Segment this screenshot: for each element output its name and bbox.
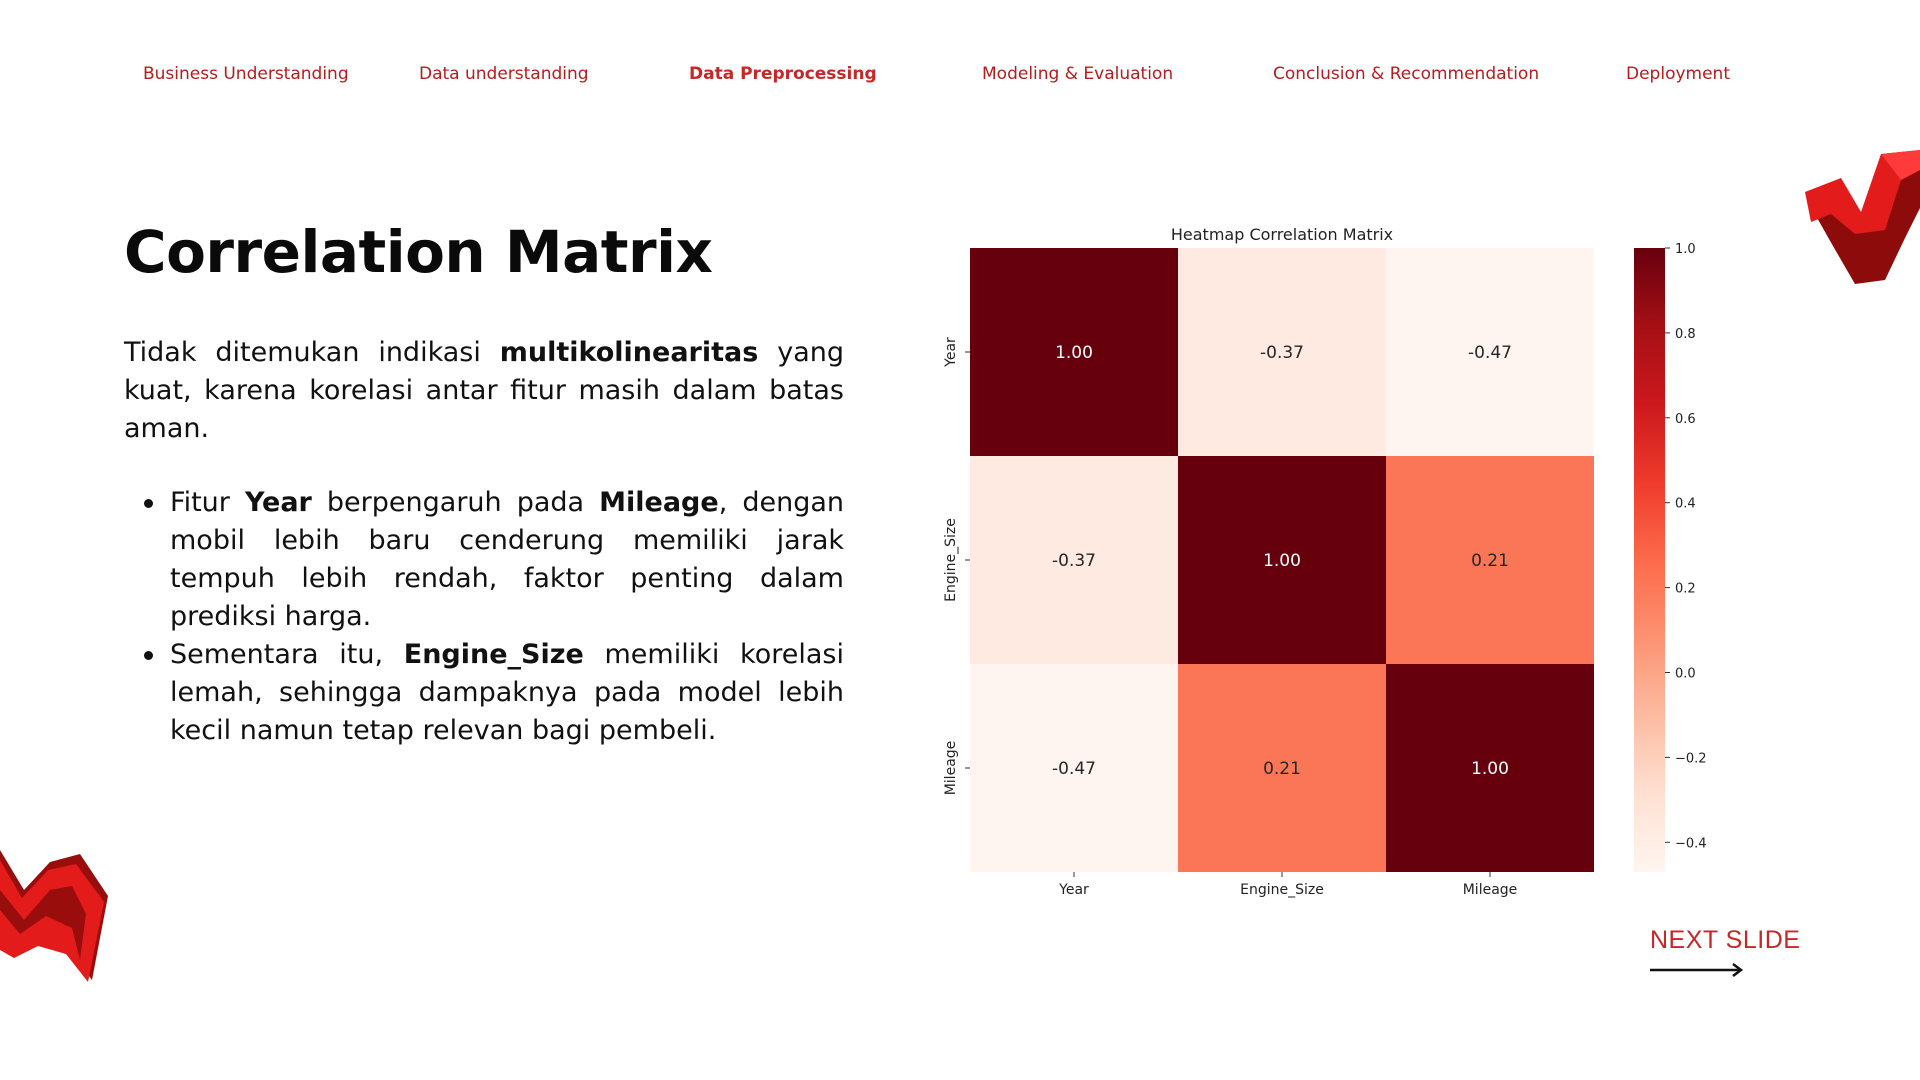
heatmap-cell <box>970 456 1178 664</box>
heatmap-cell <box>1386 664 1594 872</box>
heatmap-cell <box>1386 248 1594 456</box>
x-tick-label: Mileage <box>1463 882 1518 898</box>
heatmap-cell <box>1178 664 1386 872</box>
nav-conclusion-recommendation[interactable]: Conclusion & Recommendation <box>1273 64 1540 84</box>
x-tick-label: Engine_Size <box>1240 882 1324 898</box>
cell-value-label: 1.00 <box>1263 551 1301 571</box>
intro-text-end: yang kuat, karena korelasi antar fitur m… <box>124 337 844 444</box>
cell-value-label: -0.37 <box>1260 343 1304 363</box>
nav-business-understanding[interactable]: Business Understanding <box>143 64 349 84</box>
heatmap-cell <box>1178 456 1386 664</box>
intro-paragraph: Tidak ditemukan indikasi multikolinearit… <box>124 334 844 448</box>
colorbar-tick-label: 0.8 <box>1675 327 1696 342</box>
colorbar-tick-label: −0.2 <box>1675 751 1707 766</box>
y-axis: Year Engine_Size Mileage <box>943 337 970 795</box>
heatmap-cell <box>1178 248 1386 456</box>
colorbar-tick-label: 0.4 <box>1675 497 1696 512</box>
colorbar-tick-label: 1.0 <box>1675 242 1696 257</box>
bullet-text: Sementara itu, <box>170 639 404 670</box>
heatmap-cell <box>970 248 1178 456</box>
chart-title: Heatmap Correlation Matrix <box>1171 225 1393 244</box>
heatmap-cells <box>970 248 1594 872</box>
nav-modeling-evaluation[interactable]: Modeling & Evaluation <box>982 64 1174 84</box>
colorbar-tick-label: −0.4 <box>1675 836 1707 851</box>
page-title: Correlation Matrix <box>124 218 713 286</box>
y-tick-label: Mileage <box>943 741 959 796</box>
red-zigzag-decoration-bottom-left <box>0 850 108 982</box>
cell-value-label: -0.47 <box>1468 343 1512 363</box>
heatmap-cell <box>1386 456 1594 664</box>
x-axis: Year Engine_Size Mileage <box>1058 872 1517 898</box>
nav-data-preprocessing[interactable]: Data Preprocessing <box>689 64 877 84</box>
bullet-text: memiliki korelasi lemah, sehingga dampak… <box>170 639 844 746</box>
cell-value-label: 1.00 <box>1055 343 1093 363</box>
list-item: Sementara itu, Engine_Size memiliki kore… <box>124 636 844 750</box>
y-tick-label: Year <box>943 337 959 368</box>
y-tick-label: Engine_Size <box>943 518 959 602</box>
intro-bold-term: multikolinearitas <box>499 337 759 368</box>
nav-data-understanding[interactable]: Data understanding <box>419 64 589 84</box>
bullet-icon <box>144 651 153 660</box>
cell-value-label: 1.00 <box>1471 759 1509 779</box>
heatmap-annotations: 1.00 -0.37 -0.47 -0.37 1.00 0.21 -0.47 0.21 1.00 <box>1052 343 1512 779</box>
next-slide-label: NEXT SLIDE <box>1650 926 1801 954</box>
colorbar-gradient <box>1634 248 1665 872</box>
bullet-text: , dengan mobil lebih baru cenderung memi… <box>170 487 845 632</box>
colorbar: 1.0 0.8 0.6 0.4 0.2 0.0 −0.2 −0.4 <box>1634 242 1707 872</box>
cell-value-label: 0.21 <box>1471 551 1509 571</box>
bullet-icon <box>144 499 153 508</box>
cell-value-label: 0.21 <box>1263 759 1301 779</box>
heatmap-cell <box>970 664 1178 872</box>
colorbar-tick-label: 0.6 <box>1675 412 1696 427</box>
bullet-bold-term: Year <box>244 487 312 518</box>
cell-value-label: -0.37 <box>1052 551 1096 571</box>
arrow-right-icon <box>1650 963 1744 977</box>
findings-list: Fitur Year berpengaruh pada Mileage, den… <box>124 484 844 750</box>
heatmap-svg: Heatmap Correlation Matrix 1.00 -0.37 -0.4… <box>943 225 1707 898</box>
intro-text-start: Tidak ditemukan indikasi <box>124 337 500 368</box>
colorbar-tick-label: 0.2 <box>1675 582 1696 597</box>
top-nav: Business Understanding Data understandin… <box>0 64 1920 88</box>
correlation-heatmap-chart: Heatmap Correlation Matrix 1.00 -0.37 -0.4… <box>920 215 1760 905</box>
colorbar-tick-label: 0.0 <box>1675 666 1696 681</box>
bullet-bold-term: Mileage <box>599 487 719 518</box>
cell-value-label: -0.47 <box>1052 759 1096 779</box>
x-tick-label: Year <box>1058 882 1089 898</box>
red-zigzag-decoration-top-right <box>1805 150 1920 284</box>
bullet-text: Fitur <box>170 487 245 518</box>
list-item: Fitur Year berpengaruh pada Mileage, den… <box>124 484 844 636</box>
next-slide-button[interactable]: NEXT SLIDE <box>1650 926 1800 986</box>
bullet-bold-term: Engine_Size <box>403 639 584 670</box>
bullet-text: berpengaruh pada <box>311 487 600 518</box>
nav-deployment[interactable]: Deployment <box>1626 64 1730 84</box>
